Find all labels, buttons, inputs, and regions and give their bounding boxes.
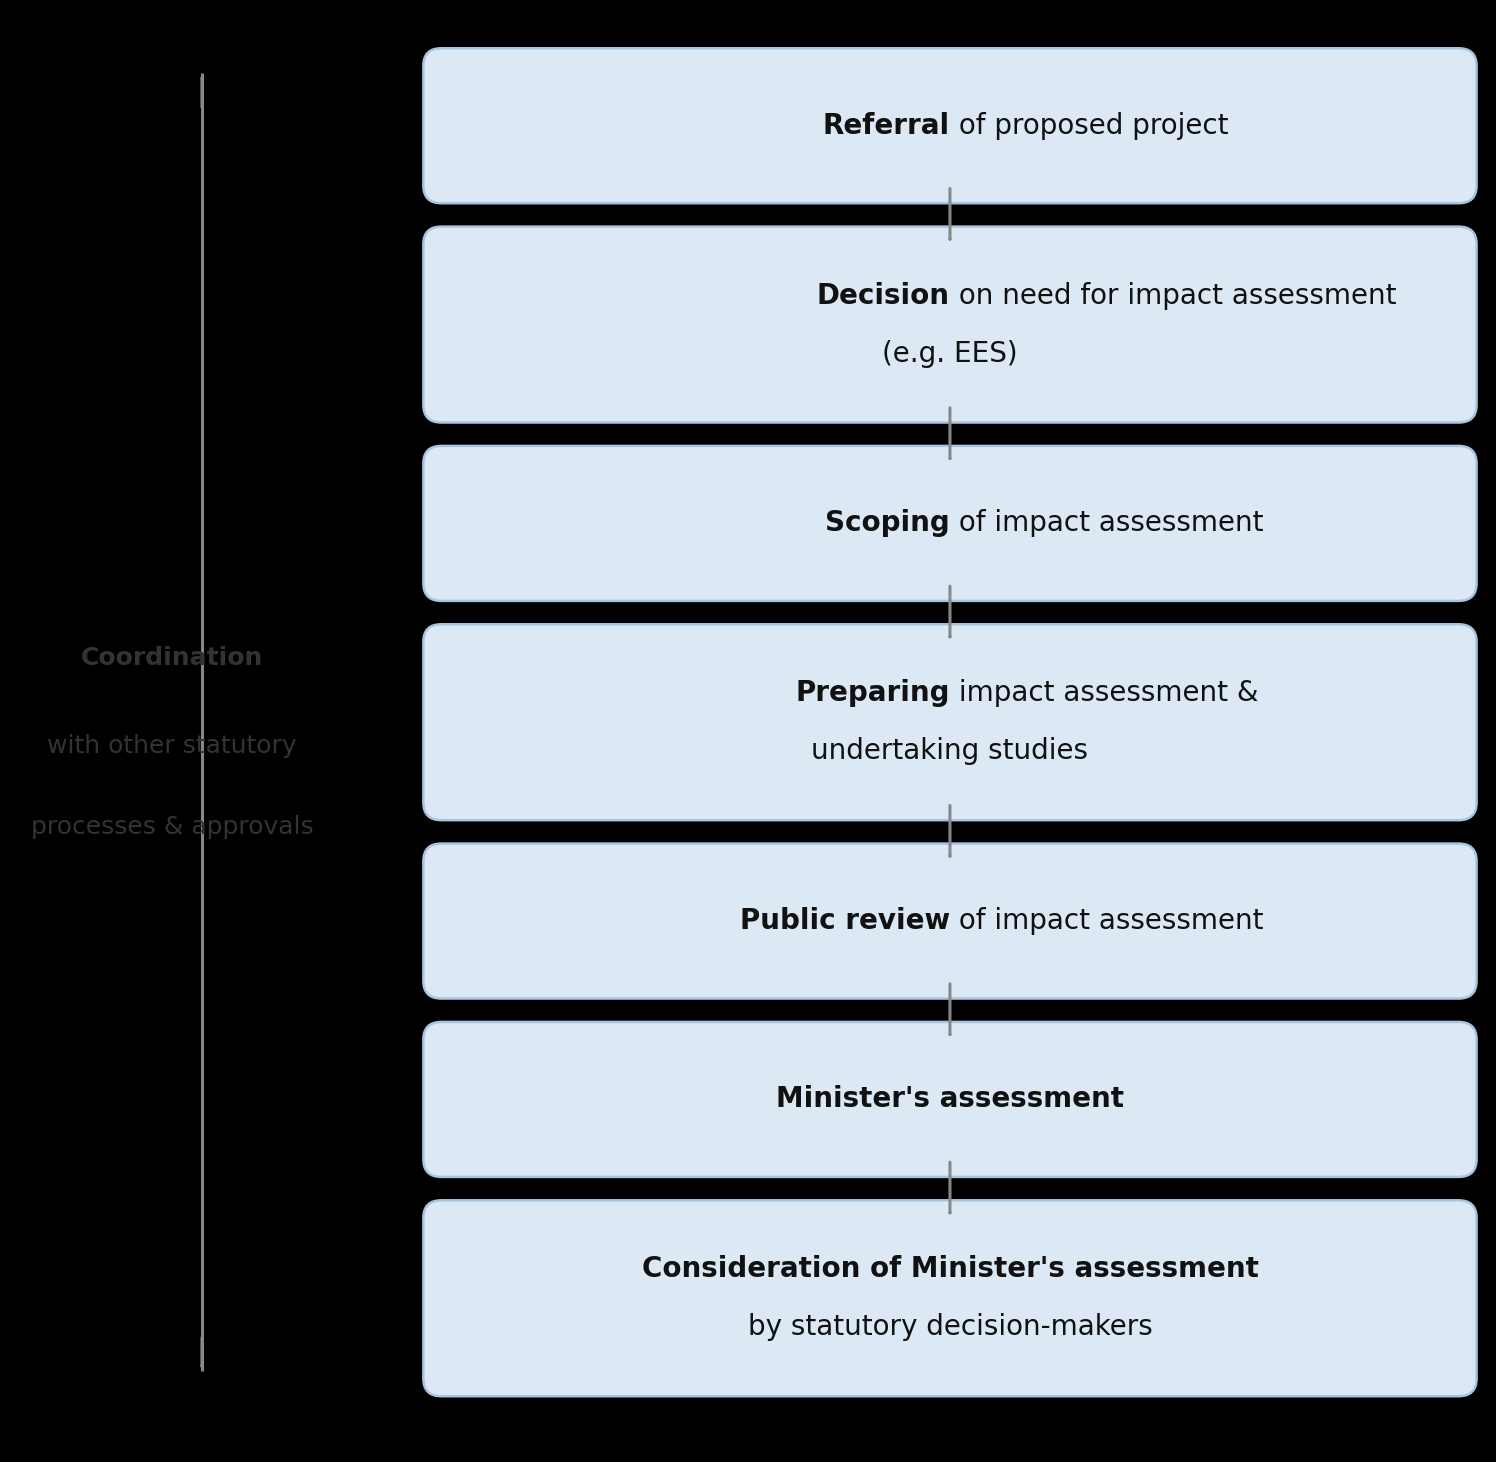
Text: Preparing: Preparing <box>796 680 950 708</box>
Text: processes & approvals: processes & approvals <box>31 814 313 839</box>
Text: by statutory decision-makers: by statutory decision-makers <box>748 1313 1152 1341</box>
Text: Consideration of Minister's assessment: Consideration of Minister's assessment <box>642 1256 1258 1284</box>
Text: Coordination: Coordination <box>81 646 263 670</box>
Text: (e.g. EES): (e.g. EES) <box>883 339 1017 367</box>
FancyBboxPatch shape <box>423 446 1477 601</box>
Text: Minister's assessment: Minister's assessment <box>776 1085 1123 1114</box>
Text: of impact assessment: of impact assessment <box>950 509 1264 538</box>
Text: Public review: Public review <box>741 906 950 936</box>
FancyBboxPatch shape <box>423 1022 1477 1177</box>
Text: Scoping: Scoping <box>826 509 950 538</box>
Text: undertaking studies: undertaking studies <box>811 737 1089 765</box>
Text: Decision: Decision <box>817 282 950 310</box>
Text: with other statutory: with other statutory <box>48 734 296 759</box>
FancyBboxPatch shape <box>423 844 1477 999</box>
Text: Referral: Referral <box>823 111 950 140</box>
Text: on need for impact assessment: on need for impact assessment <box>950 282 1396 310</box>
Text: of impact assessment: of impact assessment <box>950 906 1264 936</box>
FancyBboxPatch shape <box>423 1200 1477 1396</box>
Text: of proposed project: of proposed project <box>950 111 1228 140</box>
FancyBboxPatch shape <box>423 624 1477 820</box>
FancyBboxPatch shape <box>423 48 1477 203</box>
FancyBboxPatch shape <box>423 227 1477 423</box>
Text: impact assessment &: impact assessment & <box>950 680 1258 708</box>
